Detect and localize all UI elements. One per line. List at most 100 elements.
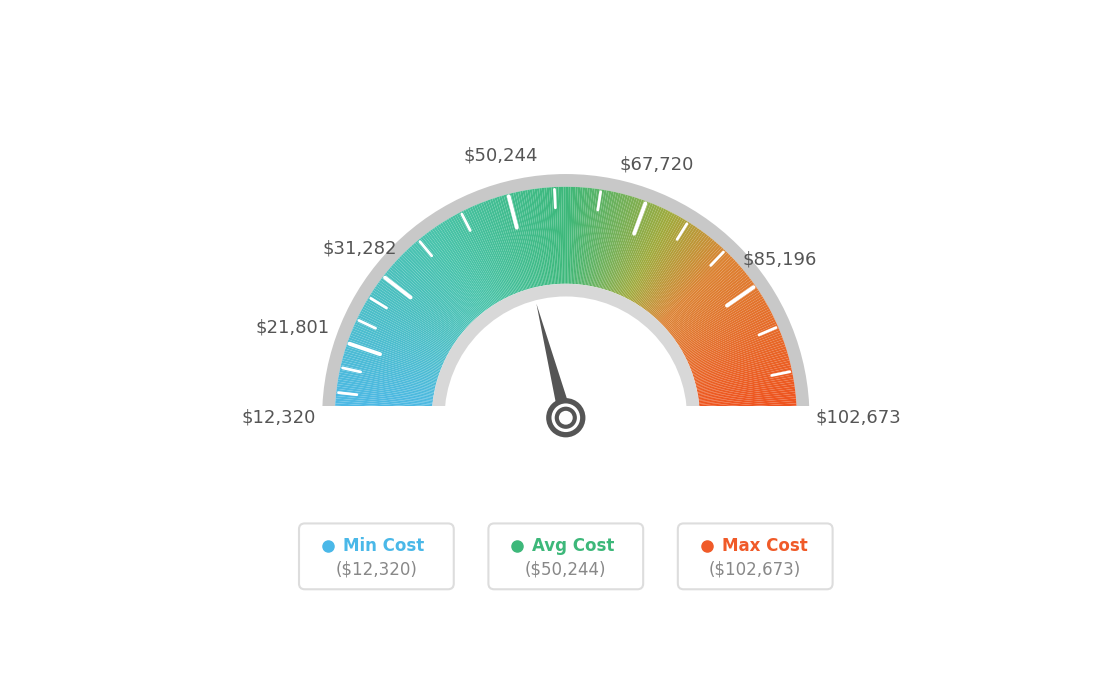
Wedge shape bbox=[388, 268, 464, 333]
Wedge shape bbox=[639, 224, 693, 306]
Wedge shape bbox=[678, 290, 760, 345]
Wedge shape bbox=[698, 375, 793, 394]
Wedge shape bbox=[588, 190, 607, 286]
Wedge shape bbox=[638, 223, 691, 306]
Wedge shape bbox=[658, 251, 728, 322]
Wedge shape bbox=[662, 258, 734, 326]
Wedge shape bbox=[372, 290, 454, 345]
Wedge shape bbox=[432, 228, 489, 308]
Wedge shape bbox=[698, 382, 794, 398]
Wedge shape bbox=[522, 190, 542, 286]
Wedge shape bbox=[513, 193, 537, 287]
Wedge shape bbox=[635, 220, 688, 304]
Wedge shape bbox=[520, 191, 541, 286]
Wedge shape bbox=[490, 199, 523, 291]
Wedge shape bbox=[554, 187, 560, 284]
Circle shape bbox=[554, 406, 577, 429]
Wedge shape bbox=[693, 348, 787, 379]
Wedge shape bbox=[336, 391, 433, 404]
Wedge shape bbox=[661, 256, 733, 325]
Wedge shape bbox=[394, 262, 467, 328]
Wedge shape bbox=[381, 278, 459, 338]
Wedge shape bbox=[506, 194, 532, 288]
Wedge shape bbox=[647, 234, 708, 312]
Wedge shape bbox=[612, 200, 646, 292]
Circle shape bbox=[559, 411, 573, 424]
Wedge shape bbox=[686, 315, 774, 359]
Wedge shape bbox=[537, 188, 551, 285]
Wedge shape bbox=[599, 194, 626, 288]
Wedge shape bbox=[544, 188, 554, 284]
Wedge shape bbox=[630, 215, 679, 301]
Wedge shape bbox=[445, 297, 687, 417]
Wedge shape bbox=[699, 386, 795, 401]
Wedge shape bbox=[670, 273, 746, 335]
Wedge shape bbox=[423, 235, 484, 313]
Wedge shape bbox=[428, 231, 487, 310]
Wedge shape bbox=[347, 342, 439, 375]
Wedge shape bbox=[673, 280, 753, 339]
Wedge shape bbox=[609, 199, 644, 292]
Wedge shape bbox=[444, 220, 497, 304]
Wedge shape bbox=[484, 201, 519, 293]
Wedge shape bbox=[584, 189, 599, 285]
Wedge shape bbox=[337, 386, 433, 401]
Wedge shape bbox=[667, 265, 741, 331]
Wedge shape bbox=[689, 326, 778, 366]
Wedge shape bbox=[683, 306, 769, 355]
Wedge shape bbox=[411, 244, 477, 318]
Wedge shape bbox=[700, 413, 797, 416]
Wedge shape bbox=[634, 219, 686, 303]
Wedge shape bbox=[613, 201, 648, 293]
Wedge shape bbox=[364, 302, 449, 352]
Wedge shape bbox=[620, 207, 662, 296]
Text: $67,720: $67,720 bbox=[619, 155, 693, 173]
Wedge shape bbox=[688, 322, 777, 363]
Wedge shape bbox=[694, 351, 787, 380]
Wedge shape bbox=[607, 198, 639, 290]
Wedge shape bbox=[432, 284, 700, 417]
Wedge shape bbox=[683, 308, 771, 355]
FancyBboxPatch shape bbox=[488, 524, 644, 589]
Wedge shape bbox=[371, 292, 454, 346]
Wedge shape bbox=[623, 209, 667, 297]
Wedge shape bbox=[699, 393, 796, 405]
Wedge shape bbox=[351, 331, 442, 368]
Wedge shape bbox=[700, 415, 797, 417]
Wedge shape bbox=[618, 205, 658, 295]
Text: Min Cost: Min Cost bbox=[343, 537, 424, 555]
Wedge shape bbox=[698, 380, 794, 397]
Text: ($102,673): ($102,673) bbox=[709, 560, 802, 578]
Wedge shape bbox=[578, 188, 590, 284]
Circle shape bbox=[546, 398, 585, 437]
Wedge shape bbox=[694, 353, 788, 382]
Wedge shape bbox=[682, 302, 767, 352]
Wedge shape bbox=[657, 248, 724, 320]
Wedge shape bbox=[697, 370, 793, 391]
Wedge shape bbox=[322, 174, 809, 417]
Wedge shape bbox=[654, 243, 719, 317]
Wedge shape bbox=[346, 346, 438, 377]
Wedge shape bbox=[354, 322, 444, 363]
Wedge shape bbox=[499, 196, 529, 290]
Wedge shape bbox=[476, 204, 516, 294]
Wedge shape bbox=[335, 413, 432, 416]
Wedge shape bbox=[656, 246, 722, 319]
Wedge shape bbox=[627, 212, 672, 299]
Wedge shape bbox=[361, 308, 448, 355]
Wedge shape bbox=[697, 365, 792, 388]
Wedge shape bbox=[539, 188, 552, 285]
Wedge shape bbox=[689, 328, 779, 367]
Wedge shape bbox=[594, 192, 616, 287]
Wedge shape bbox=[699, 384, 795, 400]
Wedge shape bbox=[687, 319, 776, 362]
Text: ($12,320): ($12,320) bbox=[336, 560, 417, 578]
FancyBboxPatch shape bbox=[299, 524, 454, 589]
Wedge shape bbox=[336, 396, 433, 406]
Wedge shape bbox=[671, 274, 749, 335]
Wedge shape bbox=[688, 324, 778, 364]
Wedge shape bbox=[605, 197, 635, 290]
Wedge shape bbox=[436, 226, 491, 307]
Wedge shape bbox=[524, 190, 543, 286]
Wedge shape bbox=[549, 187, 558, 284]
